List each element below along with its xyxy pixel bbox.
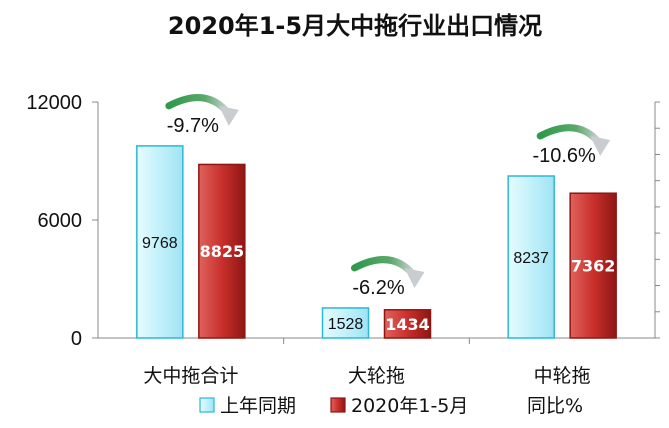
chart-title: 2020年1-5月大中拖行业出口情况 — [168, 12, 542, 40]
x-tick-label: 中轮拖 — [534, 365, 591, 387]
data-label: 8825 — [200, 242, 245, 261]
bar-2020 — [198, 163, 246, 339]
legend-label-prev-year: 上年同期 — [220, 395, 296, 417]
yoy-arrows: -9.7% -6.2% -10.6% — [165, 94, 611, 299]
yoy-label: -9.7% — [167, 115, 219, 137]
bar-2020 — [569, 192, 617, 339]
legend-swatch-2020 — [330, 397, 346, 413]
arrow-head-icon — [590, 136, 611, 157]
bars — [136, 145, 617, 339]
data-label: 8237 — [513, 250, 549, 267]
axes: 12000 6000 0 大中拖合计 大轮拖 中轮拖 — [26, 92, 660, 387]
x-tick-label: 大中拖合计 — [143, 365, 238, 387]
arrow-head-icon — [404, 267, 425, 288]
legend-label-2020: 2020年1-5月 — [351, 395, 468, 417]
legend-swatch-prev-year — [199, 397, 215, 413]
data-label: 1528 — [328, 316, 364, 333]
down-arrow-icon — [165, 94, 233, 118]
bar-prev-year — [507, 175, 555, 339]
data-label: 9768 — [142, 235, 178, 252]
data-label: 1434 — [385, 315, 430, 334]
data-labels: 9768 8825 1528 1434 8237 7362 — [142, 235, 615, 334]
bar-2020 — [383, 309, 432, 339]
data-label: 7362 — [571, 257, 616, 276]
legend: 上年同期 2020年1-5月 同比% — [199, 395, 583, 417]
bar-prev-year — [136, 145, 184, 339]
arrow-head-icon — [218, 105, 239, 126]
y-tick-label: 0 — [71, 328, 82, 350]
y-tick-label: 12000 — [26, 92, 82, 114]
x-tick-label: 大轮拖 — [348, 365, 405, 387]
down-arrow-icon — [536, 124, 604, 148]
yoy-label: -6.2% — [352, 277, 404, 299]
bar-prev-year — [321, 307, 370, 339]
yoy-label: -10.6% — [532, 145, 596, 167]
legend-label-yoy: 同比% — [527, 395, 583, 417]
down-arrow-icon — [351, 256, 418, 280]
y-tick-label: 6000 — [38, 210, 83, 232]
